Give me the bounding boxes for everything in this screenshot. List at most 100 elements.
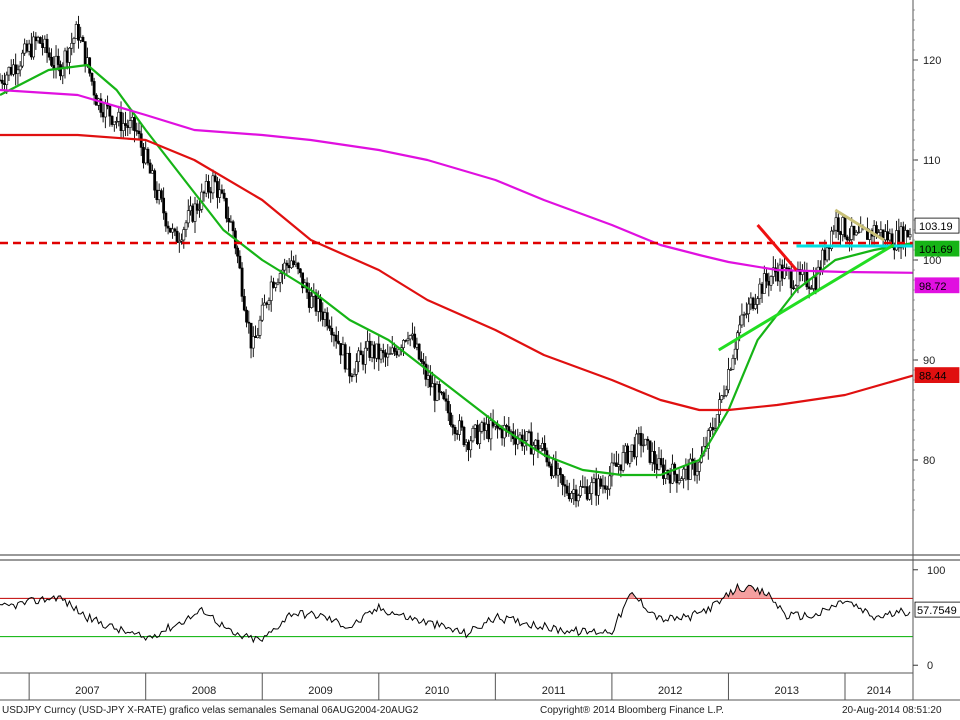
candle-body xyxy=(193,203,197,222)
candle-body xyxy=(476,424,479,445)
candle-body xyxy=(5,74,9,85)
candle-body xyxy=(146,148,150,164)
trend-line-tan xyxy=(834,208,885,242)
candle-body xyxy=(269,281,273,301)
footer-security-description: USDJPY Curncy (USD-JPY X-RATE) grafico v… xyxy=(2,705,419,716)
candle-body xyxy=(854,231,858,236)
candle-body xyxy=(352,374,356,377)
candle-body xyxy=(478,431,482,445)
candle-body xyxy=(189,205,192,212)
candle-body xyxy=(287,265,291,268)
price-label-box xyxy=(914,217,960,234)
candle-body xyxy=(415,343,419,348)
candle-body xyxy=(561,474,564,485)
price-label-text: 101.69 xyxy=(919,244,953,256)
trend-line-green xyxy=(717,243,895,352)
candle-body xyxy=(119,111,123,131)
candle-body xyxy=(435,384,439,401)
candle-body xyxy=(632,444,636,458)
axes: 80 90 100 110 120 100 0 2007 2008 2009 2010 2011 201… xyxy=(0,0,960,701)
candle-body xyxy=(202,191,206,194)
candle-body xyxy=(63,50,67,68)
candle-body xyxy=(151,170,154,174)
candle-body xyxy=(464,441,468,446)
candle-body xyxy=(283,262,287,271)
price-label-text: 98.72 xyxy=(919,281,947,293)
candle-body xyxy=(738,324,742,334)
candle-body xyxy=(549,465,553,477)
candle-body xyxy=(765,273,768,282)
candle-body xyxy=(204,181,208,194)
candle-body xyxy=(52,65,56,69)
candle-body xyxy=(785,267,789,269)
candle-body xyxy=(805,270,809,288)
candle-body xyxy=(563,484,567,487)
candle-body xyxy=(769,276,773,286)
candle-body xyxy=(198,209,201,211)
candle-body xyxy=(720,395,724,400)
candle-body xyxy=(671,463,674,484)
candle-body xyxy=(162,197,166,214)
candle-body xyxy=(644,438,647,446)
candle-body xyxy=(395,351,399,356)
candle-body xyxy=(567,493,571,500)
candle-body xyxy=(630,444,634,452)
candle-body xyxy=(621,452,625,471)
candle-body xyxy=(558,468,562,476)
candle-body xyxy=(751,297,755,309)
candle-body xyxy=(16,69,20,75)
candle-body xyxy=(527,431,531,433)
candle-body xyxy=(384,352,387,358)
candle-body xyxy=(641,444,645,447)
candle-body xyxy=(292,260,296,265)
candle-body xyxy=(310,296,313,308)
candle-body xyxy=(72,38,76,44)
candle-body xyxy=(836,217,840,232)
candle-body xyxy=(29,43,33,58)
candle-body xyxy=(623,445,627,453)
candle-body xyxy=(697,461,701,472)
candle-body xyxy=(224,198,228,219)
candle-body xyxy=(245,309,248,323)
candle-body xyxy=(90,72,94,82)
candle-body xyxy=(834,217,838,231)
candle-body xyxy=(155,189,159,201)
candle-body xyxy=(812,277,816,289)
rsi-value-label: 57.7549 xyxy=(917,605,957,617)
candle-body xyxy=(256,335,260,338)
candle-body xyxy=(682,468,686,480)
candle-body xyxy=(419,358,423,362)
candle-body xyxy=(848,239,851,241)
candle-body xyxy=(424,363,428,380)
candle-body xyxy=(727,369,730,391)
candle-body xyxy=(231,221,235,232)
candle-body xyxy=(711,427,715,431)
candle-body xyxy=(841,217,845,235)
candle-body xyxy=(646,438,650,442)
x-tick-label: 2010 xyxy=(425,685,449,697)
candle-body xyxy=(294,262,298,265)
candle-body xyxy=(758,283,762,299)
candle-body xyxy=(857,231,860,234)
candle-body xyxy=(81,36,85,42)
candle-body xyxy=(99,98,103,113)
candle-body xyxy=(227,218,231,223)
candle-body xyxy=(789,270,793,289)
candle-body xyxy=(180,239,183,242)
candle-body xyxy=(325,312,329,327)
candle-body xyxy=(729,369,733,371)
candle-body xyxy=(742,314,746,316)
candle-body xyxy=(695,471,699,476)
candle-body xyxy=(852,225,856,236)
footer-timestamp: 20-Aug-2014 08:51:20 xyxy=(842,705,942,716)
candle-body xyxy=(289,260,293,268)
candle-body xyxy=(79,36,83,41)
price-label-text: 103.19 xyxy=(919,221,953,233)
candle-body xyxy=(411,333,414,336)
candle-body xyxy=(565,485,569,494)
price-label-box xyxy=(914,277,960,294)
candle-body xyxy=(343,344,347,370)
candle-body xyxy=(635,433,638,458)
candle-body xyxy=(648,440,652,463)
